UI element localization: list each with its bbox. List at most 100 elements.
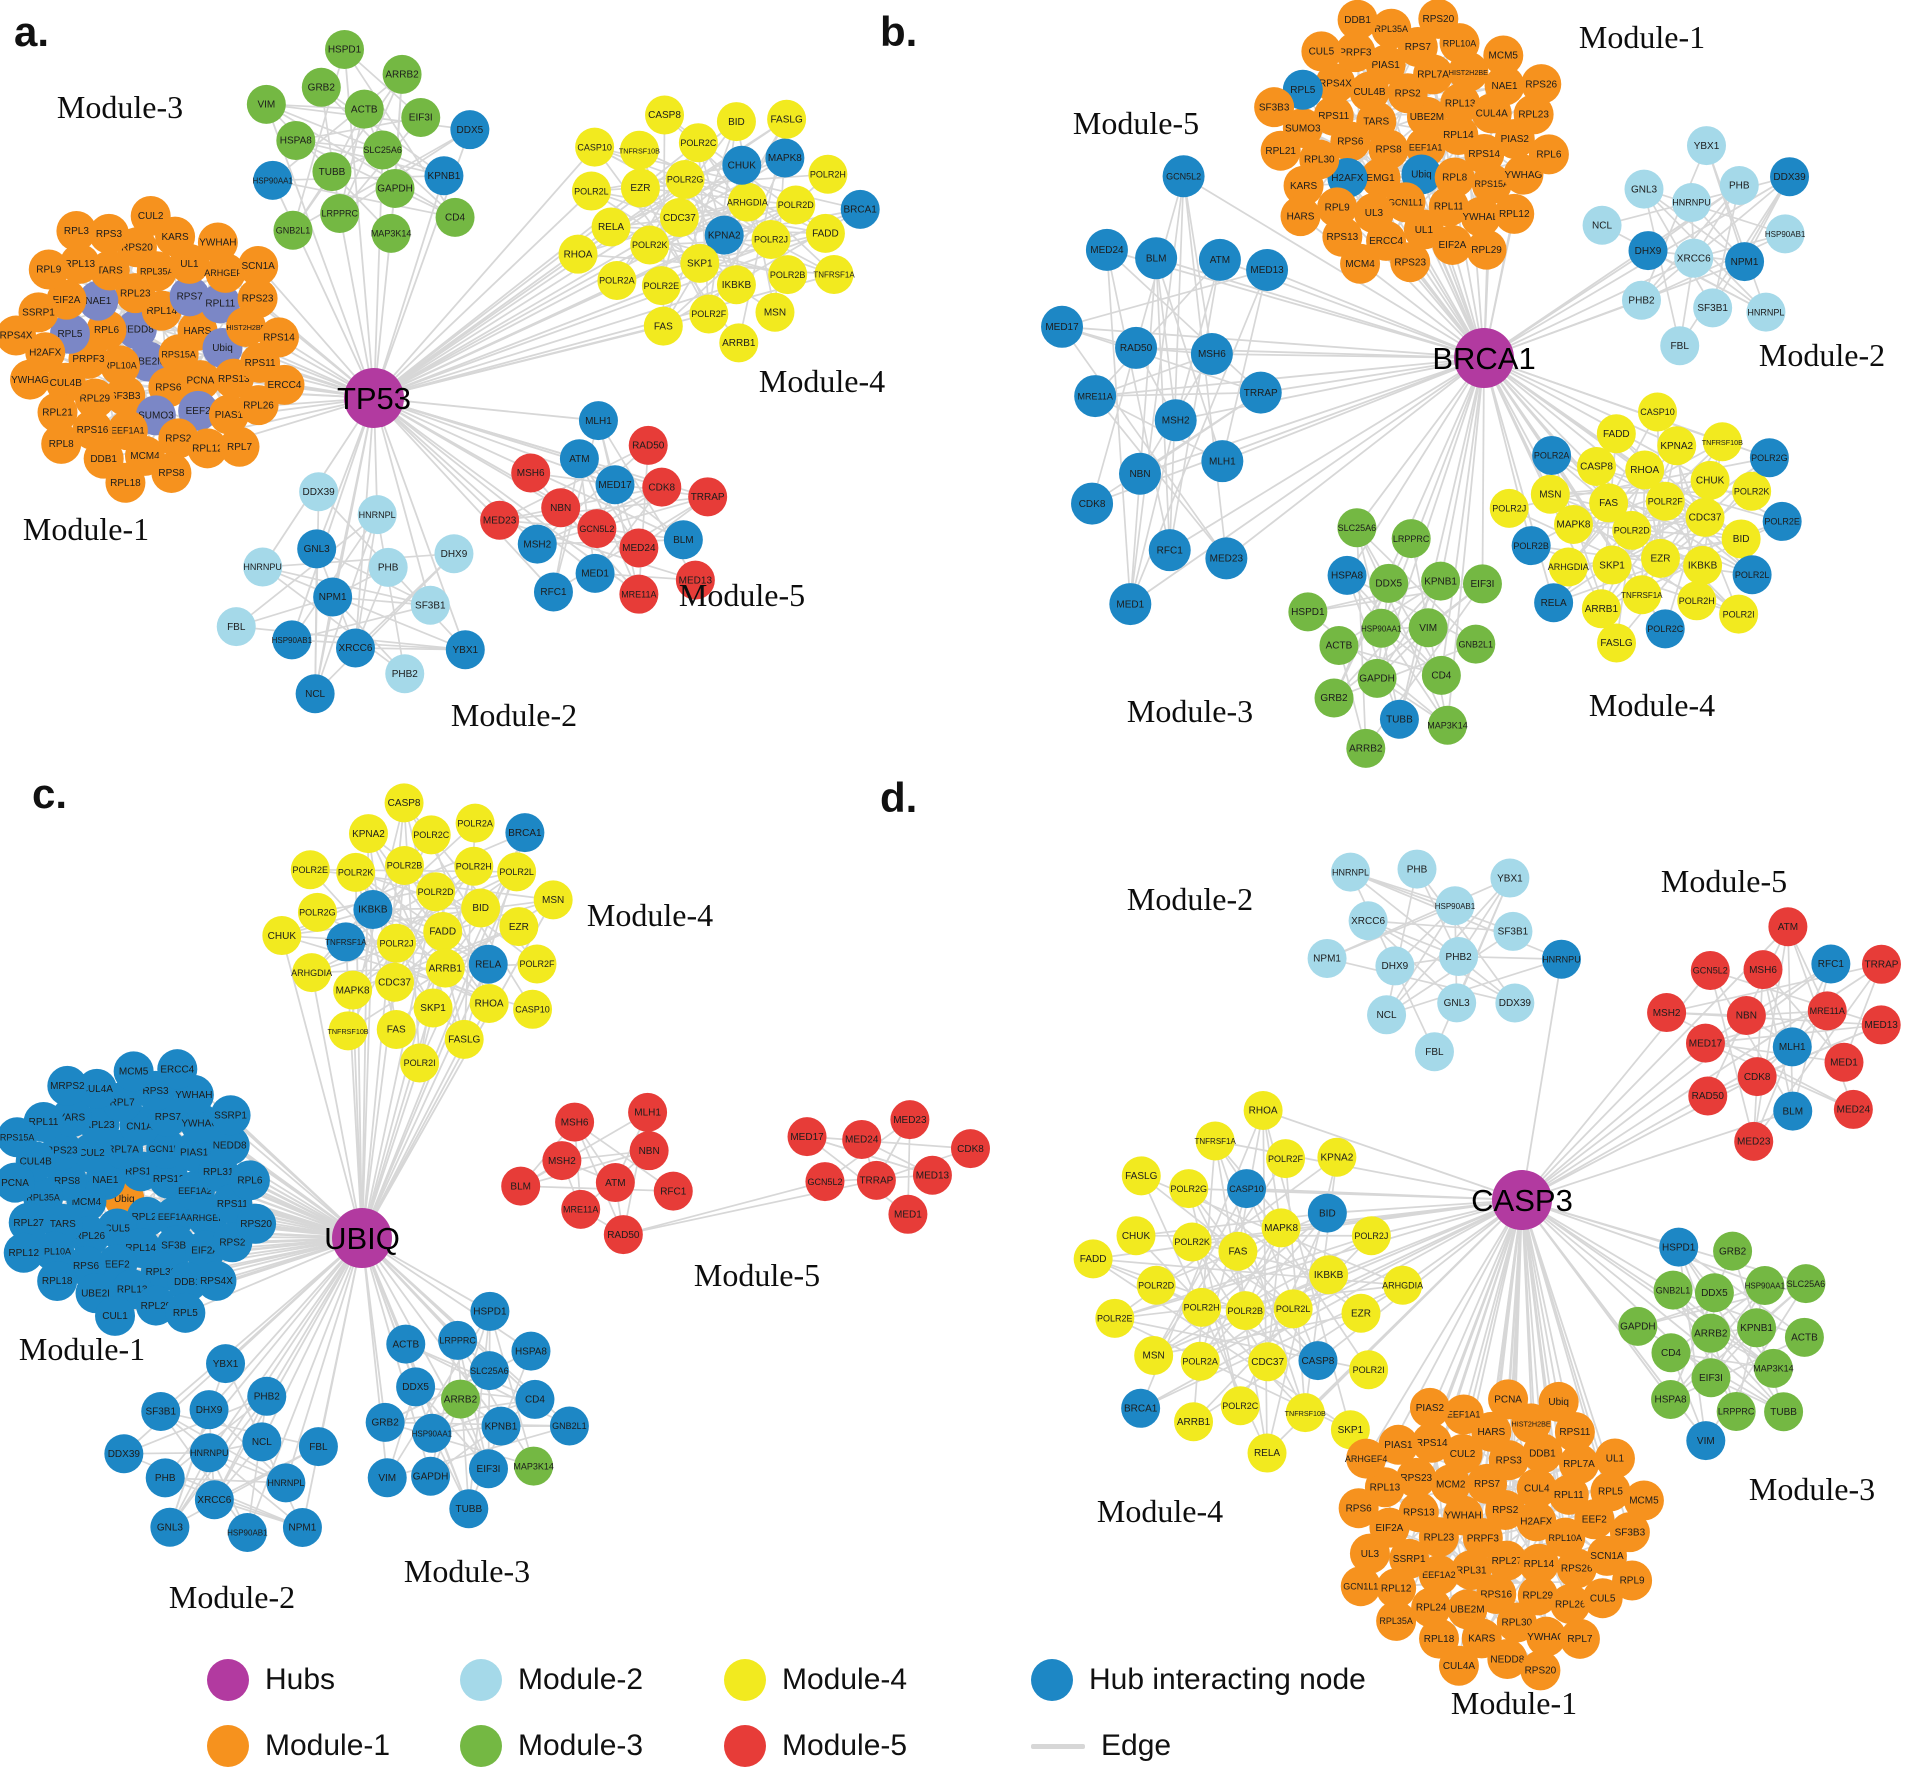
node-RPL26 xyxy=(1550,1584,1591,1625)
node-label: RPL13 xyxy=(65,259,96,270)
node-PRPF3 xyxy=(1335,32,1376,73)
node-MAP3K14 xyxy=(514,1446,554,1486)
node-label: MED13 xyxy=(916,1170,950,1181)
node-YWHAG xyxy=(10,359,51,400)
node-BID xyxy=(1721,519,1761,559)
edge xyxy=(1643,188,1746,263)
node-RAD50 xyxy=(603,1215,643,1255)
node-FAS xyxy=(643,306,683,346)
node-MED23 xyxy=(1205,537,1248,580)
node-label: RPL3 xyxy=(64,226,89,237)
cluster-module-1: Ubiq RPS16 RPL24 NAE1 RPS13 CUL5 RPL7A EEF1A1 MC… xyxy=(0,1049,277,1336)
node-MCM4 xyxy=(1340,243,1381,284)
edge xyxy=(310,972,363,1239)
node-CASP8 xyxy=(645,95,685,135)
edge xyxy=(536,444,649,545)
node-label: RAD50 xyxy=(607,1230,640,1241)
node-label: POLR2G xyxy=(1170,1184,1207,1194)
node-RPS4X xyxy=(0,315,37,356)
node-RPS3 xyxy=(88,213,129,254)
node-PHB xyxy=(1719,165,1759,205)
node-HSP90AA1 xyxy=(412,1413,452,1453)
node-label: RPL6 xyxy=(94,325,119,336)
node-MCM5 xyxy=(1623,1480,1664,1521)
edge xyxy=(361,909,374,1239)
node-label: SF3B3 xyxy=(110,391,141,402)
node-label: NEDD8 xyxy=(1490,1654,1524,1665)
edge xyxy=(1093,1258,1403,1287)
node-label: RAD50 xyxy=(632,441,665,452)
node-MED23 xyxy=(1734,1121,1774,1161)
node-KPNA2 xyxy=(348,814,388,854)
node-label: MCM4 xyxy=(130,451,160,462)
node-POLR2J xyxy=(1351,1216,1391,1256)
node-label: CHUK xyxy=(1122,1231,1151,1242)
edge xyxy=(1521,963,1832,1201)
node-BID xyxy=(1307,1193,1347,1233)
node-RPL27 xyxy=(8,1202,49,1243)
node-label: POLR2C xyxy=(1647,624,1684,634)
edge xyxy=(1106,249,1132,605)
edge xyxy=(373,273,835,399)
node-label: MSH6 xyxy=(1198,349,1226,360)
node-label: RPL7 xyxy=(110,1097,135,1108)
node-KPNB1 xyxy=(1421,561,1461,601)
node-MAPK8 xyxy=(765,138,805,178)
edge xyxy=(1260,357,1485,394)
node-label: KPNB1 xyxy=(1740,1323,1773,1334)
node-label: YBX1 xyxy=(1497,873,1523,884)
node-label: POLR2F xyxy=(519,959,555,969)
node-MSH2 xyxy=(517,524,557,564)
node-FASLG xyxy=(1121,1156,1161,1196)
node-label: FADD xyxy=(429,927,456,938)
node-ACTB xyxy=(386,1324,426,1364)
node-MCM2 xyxy=(1430,1464,1471,1505)
node-label: MED23 xyxy=(1737,1137,1771,1148)
node-MAP3K14 xyxy=(1753,1348,1793,1388)
node-label: CUL4A xyxy=(1476,109,1509,120)
node-label: CHUK xyxy=(1696,476,1725,487)
edge xyxy=(1483,357,1555,603)
edge xyxy=(1350,871,1514,933)
node-label: RHOA xyxy=(1630,465,1659,476)
edge xyxy=(373,190,593,399)
node-RPL5 xyxy=(165,1292,206,1333)
node-label: GAPDH xyxy=(377,184,413,195)
edge xyxy=(376,514,406,674)
node-EZR xyxy=(1341,1293,1381,1333)
node-label: DHX9 xyxy=(441,549,468,560)
node-label: POLR2K xyxy=(338,868,374,878)
cluster-module-2: NPM1 PHB XRCC6 GNL3 SF3B1 HSP90AB1 HNRNPL PHB2 H… xyxy=(216,472,485,714)
node-POLR2D xyxy=(776,185,816,225)
node-LRPPRC xyxy=(320,194,360,234)
node-label: POLR2I xyxy=(1353,1365,1385,1375)
node-label: RPL6 xyxy=(237,1176,262,1187)
node-GRB2 xyxy=(365,1402,405,1442)
node-label: HNRNPL xyxy=(267,1478,304,1488)
node-label: CUL4B xyxy=(50,378,83,389)
node-label: MSH6 xyxy=(517,468,545,479)
node-label: MCM5 xyxy=(1629,1496,1659,1507)
node-label: TNFRSF1A xyxy=(1621,591,1663,600)
node-label: PIAS1 xyxy=(215,410,244,421)
edge xyxy=(164,1477,303,1529)
edge xyxy=(499,444,649,521)
node-label: MED13 xyxy=(1250,265,1284,276)
node-MRE11A xyxy=(561,1189,601,1229)
node-POLR2G xyxy=(297,892,337,932)
node-CHUK xyxy=(722,145,762,185)
node-label: RPS6 xyxy=(1337,137,1364,148)
node-label: MED24 xyxy=(622,543,656,554)
node-label: RPS16 xyxy=(77,425,109,436)
node-MCM5 xyxy=(1483,35,1524,76)
node-label: RPS7 xyxy=(1474,1479,1501,1490)
node-PIAS1 xyxy=(1365,44,1406,85)
node-label: TRRAP xyxy=(1865,960,1899,971)
node-label: GCN5L2 xyxy=(807,1177,842,1187)
node-label: ERCC4 xyxy=(1369,236,1403,247)
node-ACTB xyxy=(344,89,384,129)
node-label: ATM xyxy=(1778,922,1798,933)
edge xyxy=(361,1062,421,1239)
node-POLR2C xyxy=(1220,1386,1260,1426)
edge xyxy=(361,1237,532,1352)
